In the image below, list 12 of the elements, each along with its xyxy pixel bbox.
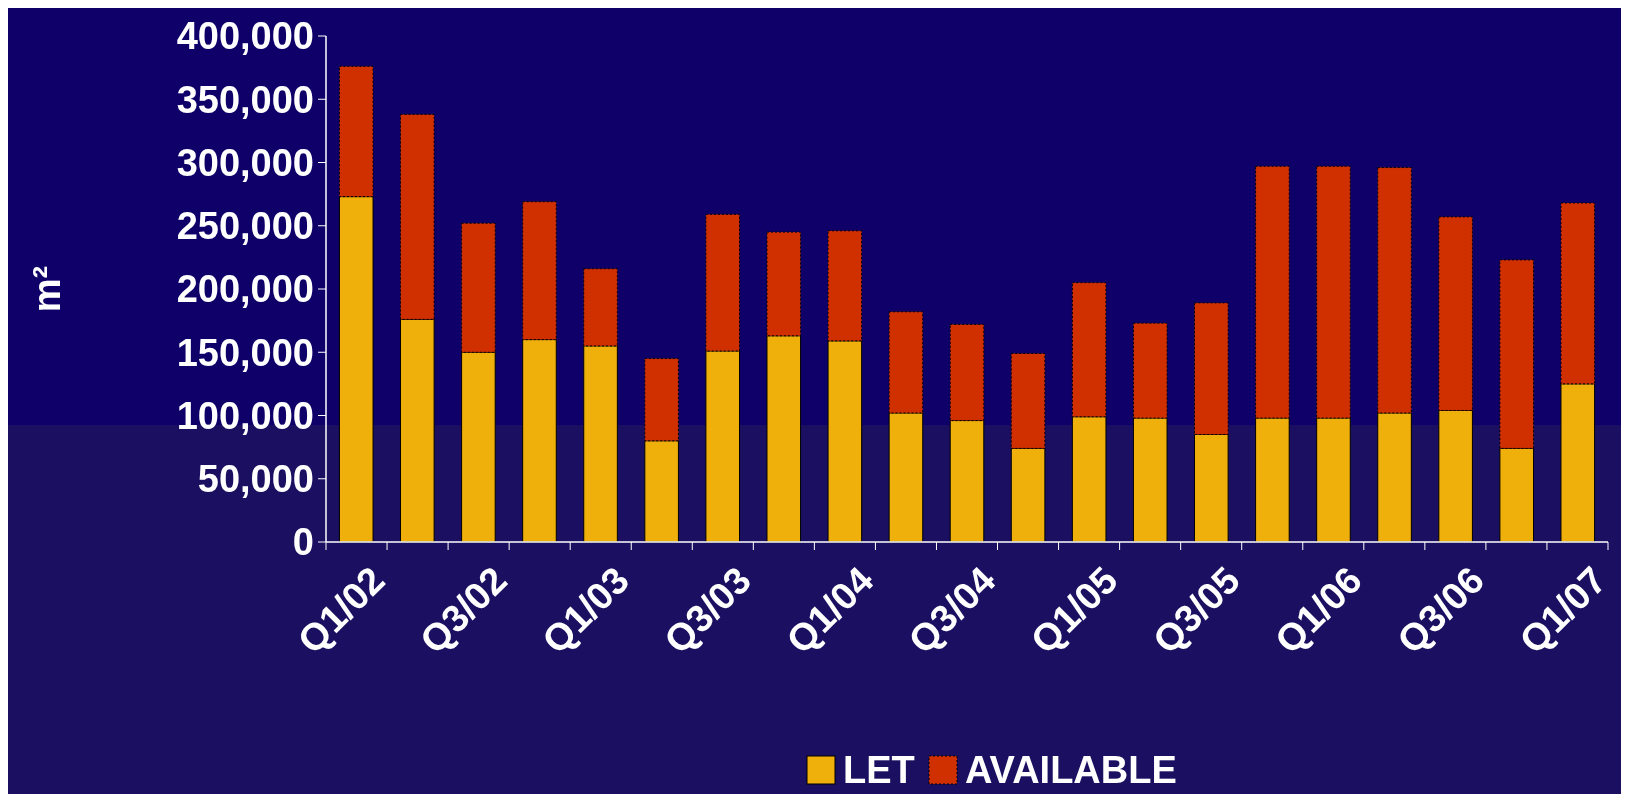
y-tick-label: 50,000: [197, 458, 314, 501]
legend-label: AVAILABLE: [965, 749, 1177, 792]
y-tick-label: 300,000: [176, 141, 314, 184]
y-tick-label: 100,000: [176, 394, 314, 437]
y-tick-label: 250,000: [176, 205, 314, 248]
y-tick-label: 400,000: [176, 15, 314, 58]
legend-label: LET: [843, 749, 915, 792]
y-tick-label: 150,000: [176, 331, 314, 374]
y-tick-label: 350,000: [176, 78, 314, 121]
y-axis-title: m²: [26, 265, 68, 313]
y-tick-label: 0: [292, 521, 314, 564]
y-tick-label: 200,000: [176, 268, 314, 311]
